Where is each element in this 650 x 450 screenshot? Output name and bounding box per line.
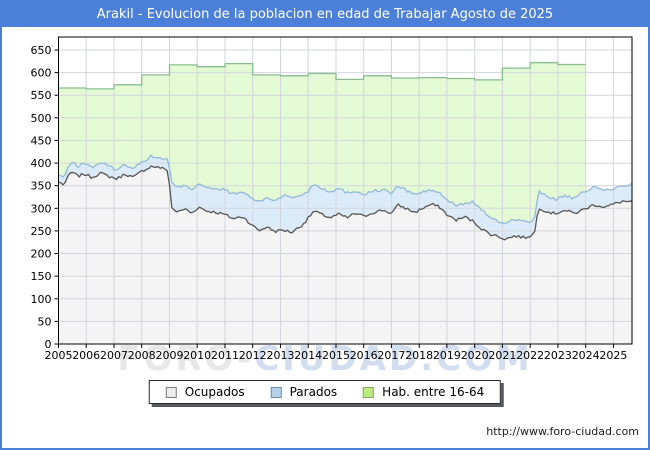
footer-url: http://www.foro-ciudad.com bbox=[486, 425, 639, 438]
page-title: Arakil - Evolucion de la poblacion en ed… bbox=[96, 7, 554, 22]
svg-text:2014: 2014 bbox=[294, 349, 322, 362]
svg-text:200: 200 bbox=[31, 248, 52, 261]
svg-text:2013: 2013 bbox=[267, 349, 295, 362]
svg-text:2009: 2009 bbox=[156, 349, 184, 362]
svg-text:2018: 2018 bbox=[405, 349, 433, 362]
title-bar: Arakil - Evolucion de la poblacion en ed… bbox=[2, 2, 648, 27]
svg-text:2005: 2005 bbox=[45, 349, 73, 362]
svg-text:2011: 2011 bbox=[211, 349, 239, 362]
watermark-part1: FORO- bbox=[117, 339, 255, 379]
svg-text:2012: 2012 bbox=[239, 349, 267, 362]
legend-label-parados: Parados bbox=[289, 385, 338, 399]
svg-text:2016: 2016 bbox=[350, 349, 378, 362]
svg-text:250: 250 bbox=[31, 225, 52, 238]
svg-text:400: 400 bbox=[31, 157, 52, 170]
legend-swatch-hab bbox=[363, 386, 375, 398]
legend-item-ocupados: Ocupados bbox=[165, 385, 245, 399]
svg-text:2010: 2010 bbox=[183, 349, 211, 362]
svg-text:2025: 2025 bbox=[599, 349, 627, 362]
watermark-part2: CIUDAD.COM bbox=[254, 339, 533, 379]
legend-item-parados: Parados bbox=[270, 385, 338, 399]
svg-text:2021: 2021 bbox=[488, 349, 516, 362]
legend-swatch-parados bbox=[270, 386, 282, 398]
svg-text:2020: 2020 bbox=[461, 349, 489, 362]
svg-text:50: 50 bbox=[38, 315, 52, 328]
svg-text:0: 0 bbox=[45, 338, 52, 351]
legend-swatch-ocupados bbox=[165, 386, 177, 398]
svg-text:2023: 2023 bbox=[544, 349, 572, 362]
svg-text:100: 100 bbox=[31, 293, 52, 306]
svg-text:2022: 2022 bbox=[516, 349, 544, 362]
svg-text:350: 350 bbox=[31, 180, 52, 193]
svg-text:550: 550 bbox=[31, 89, 52, 102]
svg-text:2019: 2019 bbox=[433, 349, 461, 362]
svg-text:650: 650 bbox=[31, 44, 52, 57]
svg-text:500: 500 bbox=[31, 112, 52, 125]
svg-text:2015: 2015 bbox=[322, 349, 350, 362]
svg-text:300: 300 bbox=[31, 202, 52, 215]
svg-text:2007: 2007 bbox=[100, 349, 128, 362]
svg-text:2017: 2017 bbox=[377, 349, 405, 362]
svg-text:2006: 2006 bbox=[72, 349, 100, 362]
svg-text:2008: 2008 bbox=[128, 349, 156, 362]
svg-text:450: 450 bbox=[31, 135, 52, 148]
svg-text:600: 600 bbox=[31, 67, 52, 80]
svg-text:150: 150 bbox=[31, 270, 52, 283]
legend-item-hab: Hab. entre 16-64 bbox=[363, 385, 484, 399]
svg-text:2024: 2024 bbox=[572, 349, 600, 362]
legend-label-ocupados: Ocupados bbox=[184, 385, 245, 399]
watermark: FORO-CIUDAD.COM bbox=[2, 342, 648, 376]
legend: Ocupados Parados Hab. entre 16-64 bbox=[148, 380, 502, 404]
legend-label-hab: Hab. entre 16-64 bbox=[382, 385, 485, 399]
